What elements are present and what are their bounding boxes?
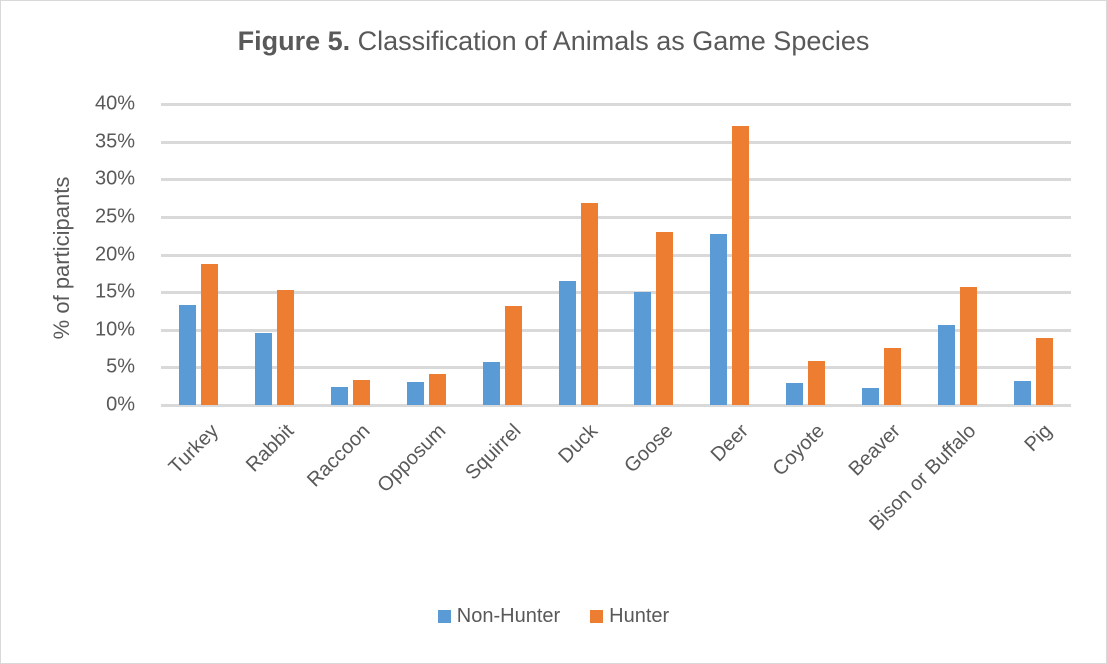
- bar-hunter: [580, 203, 598, 405]
- y-tick-label: 20%: [94, 243, 135, 265]
- y-tick-label: 35%: [94, 130, 135, 153]
- y-tick-label: 10%: [94, 318, 135, 341]
- y-axis-label: % of participants: [49, 176, 74, 340]
- y-tick-label: 0%: [106, 393, 135, 416]
- bar-hunter: [1035, 338, 1053, 405]
- legend-label: Hunter: [609, 605, 670, 627]
- gridline: [161, 366, 1071, 370]
- bar-non-hunter: [482, 362, 500, 405]
- gridline: [161, 404, 1071, 407]
- bar-non-hunter: [937, 325, 955, 405]
- bar-hunter: [201, 264, 219, 405]
- gridline: [161, 328, 1071, 332]
- gridline: [161, 178, 1071, 182]
- bar-non-hunter: [786, 383, 804, 405]
- bar-hunter: [353, 380, 371, 405]
- bar-non-hunter: [255, 332, 273, 405]
- bar-hunter: [732, 125, 750, 405]
- bar-hunter: [277, 289, 295, 405]
- y-tick-label: 15%: [94, 280, 135, 303]
- bar-non-hunter: [1013, 380, 1031, 405]
- bar-hunter: [656, 231, 674, 405]
- legend-swatch: [437, 610, 451, 623]
- bar-non-hunter: [558, 280, 576, 405]
- bar-hunter: [959, 286, 977, 405]
- gridline: [161, 140, 1071, 144]
- y-tick-label: 30%: [94, 167, 135, 190]
- chart-title: Figure 5. Classification of Animals as G…: [0, 26, 1107, 57]
- bar-non-hunter: [179, 304, 197, 405]
- bar-non-hunter: [861, 387, 879, 405]
- bar-hunter: [808, 361, 826, 405]
- y-tick-label: 40%: [94, 92, 135, 115]
- bar-hunter: [504, 305, 522, 405]
- bar-non-hunter: [710, 234, 728, 405]
- legend: Non-Hunter Hunter: [0, 605, 1107, 628]
- bar-non-hunter: [634, 292, 652, 405]
- legend-swatch: [590, 610, 604, 623]
- legend-item: Non-Hunter: [437, 605, 561, 628]
- legend-item: Hunter: [590, 605, 669, 628]
- gridline: [161, 291, 1071, 295]
- bar-hunter: [428, 374, 446, 405]
- title-rest: Classification of Animals as Game Specie…: [350, 26, 870, 56]
- bar-non-hunter: [331, 386, 349, 405]
- bar-hunter: [883, 347, 901, 405]
- gridline: [161, 253, 1071, 257]
- legend-label: Non-Hunter: [456, 605, 561, 627]
- y-tick-label: 25%: [94, 205, 135, 228]
- gridline: [161, 215, 1071, 219]
- gridline: [161, 103, 1071, 106]
- bar-non-hunter: [406, 381, 424, 405]
- title-bold: Figure 5.: [237, 26, 351, 56]
- y-tick-label: 5%: [106, 355, 135, 378]
